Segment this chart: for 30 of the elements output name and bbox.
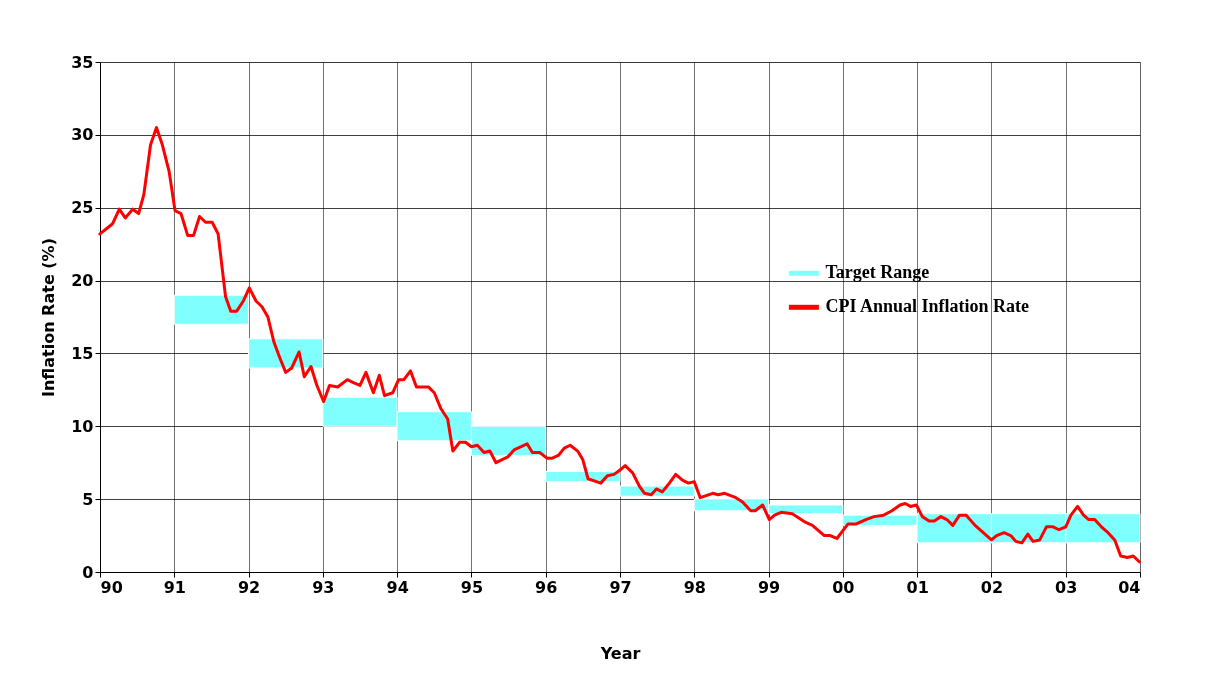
y-tick-label: 5 [82,489,94,509]
x-tick-label: 03 [1055,577,1078,597]
y-tick-label: 0 [82,562,94,582]
y-tick-label: 35 [71,52,94,72]
x-tick-label: 92 [237,577,261,597]
x-tick-label: 93 [312,577,335,597]
x-axis-title: Year [599,643,641,663]
legend-label: CPI Annual Inflation Rate [825,296,1029,317]
x-tick-label: 98 [683,577,706,597]
x-tick-label: 91 [163,577,186,597]
y-tick-label: 20 [71,271,94,291]
x-tick-label: 04 [1118,577,1141,597]
legend-label: Target Range [825,262,930,283]
x-tick-label: 97 [609,577,632,597]
bar [248,338,324,369]
x-tick-label: 96 [535,577,558,597]
y-tick-label: 30 [71,125,94,145]
bar [173,294,250,325]
x-tick-label: 94 [386,577,409,597]
y-tick-label: 25 [71,198,94,218]
y-axis-title: Inflation Rate (%) [39,238,59,397]
x-tick-label: 95 [460,577,484,597]
y-tick-label: 10 [71,416,94,436]
x-tick-label: 02 [980,577,1004,597]
x-tick-label: 90 [100,577,123,597]
x-tick-label: 99 [757,577,781,597]
x-tick-label: 00 [832,577,855,597]
y-tick-label: 15 [71,343,94,363]
x-tick-label: 01 [906,577,929,597]
line-series [98,126,1141,564]
